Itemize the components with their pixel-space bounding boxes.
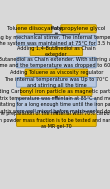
FancyBboxPatch shape — [16, 114, 96, 126]
Text: Adding Toluene as viscosity regulator: Adding Toluene as viscosity regulator — [10, 70, 103, 75]
Text: Polypropylene glycol: Polypropylene glycol — [51, 26, 106, 31]
FancyBboxPatch shape — [16, 99, 96, 111]
Text: The matrix temperature was maintain at 85°C and mechanical
stirrer agitating for: The matrix temperature was maintain at 8… — [0, 96, 110, 114]
FancyBboxPatch shape — [16, 57, 96, 68]
Text: Adding 1,4-Butanediol as Chain
extender: Adding 1,4-Butanediol as Chain extender — [17, 46, 96, 57]
FancyBboxPatch shape — [61, 25, 96, 33]
FancyBboxPatch shape — [16, 77, 96, 87]
Text: The preparation of the material with 70% carbonyl
iron powder mass fraction is t: The preparation of the material with 70%… — [0, 112, 110, 129]
FancyBboxPatch shape — [16, 35, 96, 46]
Text: Adding Carbonyl iron particle as magnetic particles: Adding Carbonyl iron particle as magneti… — [0, 89, 110, 94]
FancyBboxPatch shape — [16, 25, 52, 33]
Text: 1,4-Butanediol as Chain extender. With stirring all the
time and the temperature: 1,4-Butanediol as Chain extender. With s… — [0, 57, 110, 68]
Text: Mixing by mechanical stirrer. The internal temperature
of the system was maintai: Mixing by mechanical stirrer. The intern… — [0, 35, 110, 46]
Text: The internal temperature was Up to 70°C
and stirring all the time: The internal temperature was Up to 70°C … — [4, 77, 108, 88]
FancyBboxPatch shape — [21, 88, 92, 95]
FancyBboxPatch shape — [25, 69, 88, 77]
Text: Toluene diisocyanate: Toluene diisocyanate — [6, 26, 62, 31]
FancyBboxPatch shape — [30, 47, 83, 56]
